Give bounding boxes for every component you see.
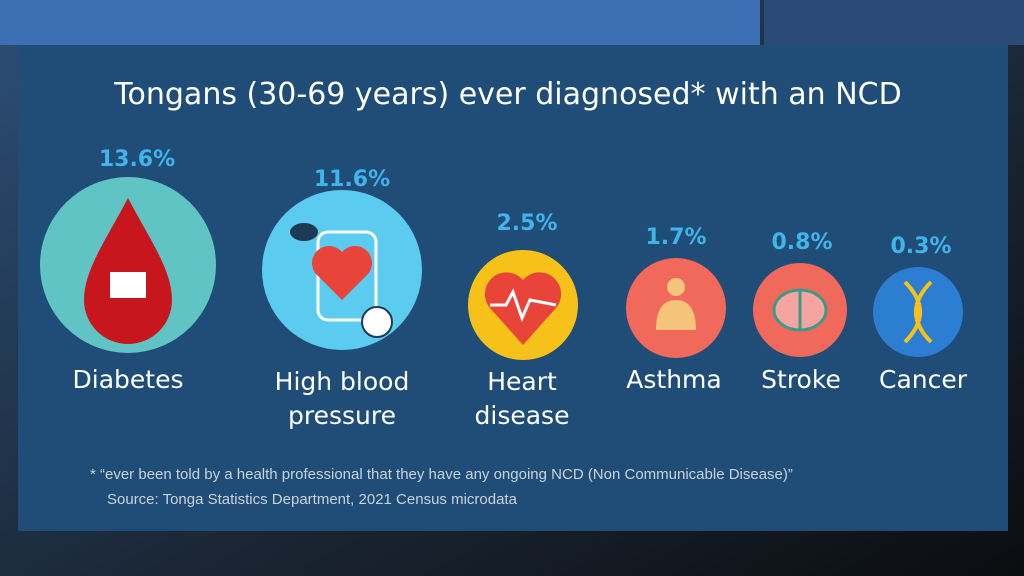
label: Cancer bbox=[879, 365, 968, 394]
label: Stroke bbox=[761, 365, 841, 394]
heart-icon bbox=[468, 250, 578, 360]
cancer-icon bbox=[873, 267, 963, 357]
label: pressure bbox=[288, 401, 396, 430]
title: Tongans (30-69 years) ever diagnosed* wi… bbox=[113, 77, 901, 112]
percent: 11.6% bbox=[314, 167, 390, 192]
percent: 13.6% bbox=[99, 147, 175, 172]
percent: 2.5% bbox=[496, 211, 557, 236]
label: Diabetes bbox=[73, 365, 184, 394]
footnote: * “ever been told by a health profession… bbox=[90, 466, 793, 483]
band bbox=[764, 0, 1024, 45]
blood-pressure-icon bbox=[262, 190, 422, 350]
diabetes-icon bbox=[40, 177, 216, 353]
label: Asthma bbox=[626, 365, 721, 394]
percent: 0.3% bbox=[890, 234, 951, 259]
percent: 0.8% bbox=[771, 230, 832, 255]
source: Source: Tonga Statistics Department, 202… bbox=[107, 491, 518, 508]
label: Heart bbox=[487, 367, 557, 396]
label: disease bbox=[475, 401, 570, 430]
stroke-icon bbox=[753, 263, 847, 357]
asthma-icon bbox=[626, 258, 726, 358]
band bbox=[0, 0, 760, 45]
percent: 1.7% bbox=[645, 225, 706, 250]
label: High blood bbox=[275, 367, 410, 396]
